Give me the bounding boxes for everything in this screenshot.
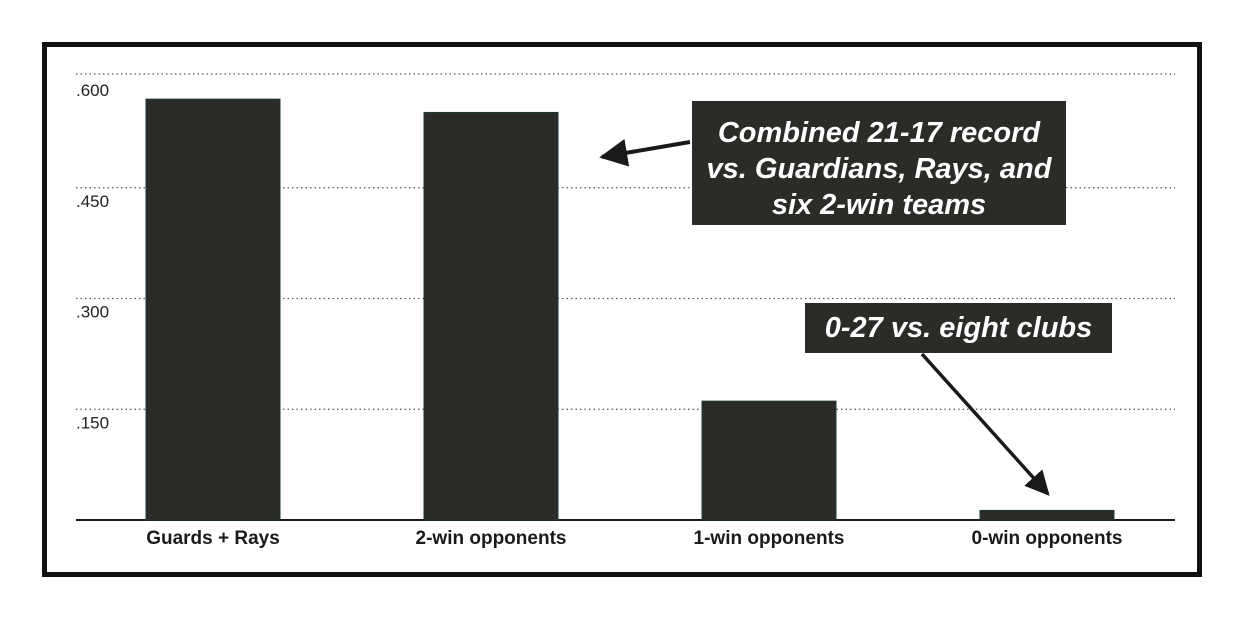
- bar: [145, 98, 281, 521]
- bar: [701, 400, 837, 521]
- annotation-combined-record: Combined 21-17 record vs. Guardians, Ray…: [692, 101, 1066, 225]
- bar: [423, 111, 559, 521]
- x-category-label: 2-win opponents: [416, 528, 567, 549]
- y-tick-label: .150: [76, 413, 109, 432]
- annotation-line-2: vs. Guardians, Rays, and: [706, 153, 1052, 185]
- annotation-line-1: Combined 21-17 record: [717, 117, 1041, 149]
- arrow-to-0-win-bar: [920, 352, 1050, 496]
- arrow-to-2-win-bar: [599, 138, 691, 167]
- x-category-label: 0-win opponents: [972, 528, 1123, 549]
- x-category-label: Guards + Rays: [146, 528, 280, 549]
- y-tick-label: .600: [76, 81, 109, 100]
- x-category-label: 1-win opponents: [694, 528, 845, 549]
- y-tick-label: .450: [76, 192, 109, 211]
- annotation-line-3: six 2-win teams: [771, 189, 987, 221]
- annotation-zero-wins: 0-27 vs. eight clubs: [805, 303, 1112, 353]
- y-tick-label: .300: [76, 303, 109, 322]
- bar: [979, 509, 1115, 521]
